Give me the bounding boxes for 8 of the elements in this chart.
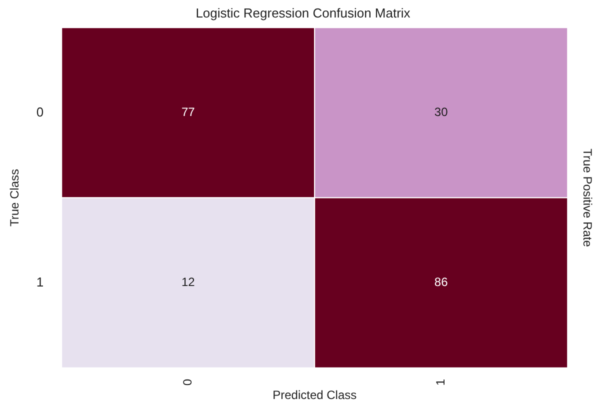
data-label: 30 <box>434 104 448 119</box>
y2-axis-title: True Positive Rate <box>580 148 594 248</box>
data-label: 77 <box>181 104 196 119</box>
y-axis-title: True Class <box>8 168 22 227</box>
data-label: 86 <box>434 275 448 290</box>
data-label: 12 <box>181 275 196 290</box>
x-axis-title: Predicted Class <box>272 388 357 402</box>
chart-title: Logistic Regression Confusion Matrix <box>196 5 411 20</box>
